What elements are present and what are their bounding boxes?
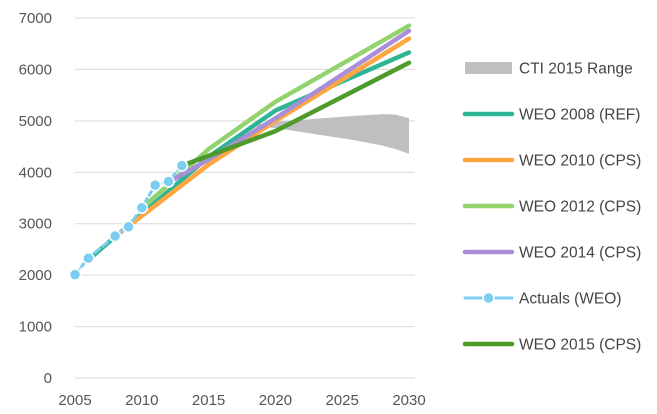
actuals-point <box>68 268 82 281</box>
legend-item: CTI 2015 Range <box>465 61 633 78</box>
series-line-3 <box>166 28 412 185</box>
legend-label: CTI 2015 Range <box>519 61 633 78</box>
legend-item: WEO 2008 (REF) <box>462 107 640 124</box>
actuals-point <box>122 220 135 234</box>
legend-label: Actuals (WEO) <box>519 291 621 308</box>
y-axis-tick-labels: 0 1000 2000 3000 4000 5000 6000 7000 <box>19 10 52 387</box>
x-tick-label: 2025 <box>326 392 359 409</box>
y-tick-label: 2000 <box>19 267 52 284</box>
legend-item: Actuals (WEO) <box>463 291 621 308</box>
legend-item: WEO 2015 (CPS) <box>462 337 641 354</box>
series-lines <box>73 23 412 277</box>
legend-label: WEO 2008 (REF) <box>519 107 640 124</box>
y-tick-label: 1000 <box>19 319 52 336</box>
y-tick-label: 5000 <box>19 113 52 130</box>
actuals-point <box>162 175 175 188</box>
legend-item: WEO 2012 (CPS) <box>462 199 641 216</box>
y-tick-label: 0 <box>44 370 52 387</box>
legend-label: WEO 2014 (CPS) <box>519 245 641 262</box>
y-tick-label: 4000 <box>19 164 52 181</box>
y-tick-label: 6000 <box>19 61 52 78</box>
legend-label: WEO 2012 (CPS) <box>519 199 641 216</box>
actuals-point <box>148 178 162 192</box>
x-tick-label: 2005 <box>58 392 91 409</box>
x-tick-label: 2030 <box>392 392 425 409</box>
actuals-point <box>82 251 95 265</box>
x-tick-label: 2010 <box>125 392 158 409</box>
legend-item: WEO 2010 (CPS) <box>462 153 641 170</box>
legend-swatch <box>465 62 512 74</box>
legend-item: WEO 2014 (CPS) <box>462 245 641 262</box>
legend-marker <box>482 291 495 305</box>
actuals-point <box>108 229 122 243</box>
legend-label: WEO 2015 (CPS) <box>519 337 641 354</box>
series-line-5 <box>179 60 412 168</box>
x-tick-label: 2015 <box>192 392 225 409</box>
x-axis-tick-labels: 2005 2010 2015 2020 2025 2030 <box>58 392 425 409</box>
x-tick-label: 2020 <box>259 392 292 409</box>
legend-label: WEO 2010 (CPS) <box>519 153 641 170</box>
actuals-markers <box>68 159 189 281</box>
legend: CTI 2015 Range WEO 2008 (REF) WEO 2010 (CP… <box>462 61 641 354</box>
y-tick-label: 7000 <box>19 10 52 27</box>
actuals-point <box>175 159 189 172</box>
y-tick-label: 3000 <box>19 216 52 233</box>
series-line-0 <box>86 50 412 262</box>
actuals-point <box>135 201 149 215</box>
